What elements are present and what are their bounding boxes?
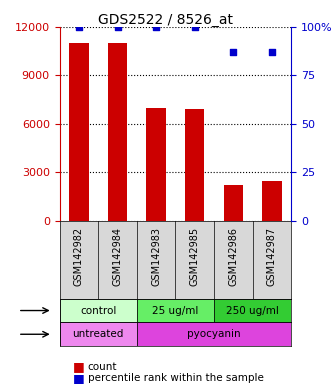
Bar	[69, 43, 88, 221]
FancyBboxPatch shape	[137, 299, 214, 323]
Point	[154, 24, 159, 30]
FancyBboxPatch shape	[214, 299, 291, 323]
Text: ■: ■	[73, 372, 84, 384]
Point	[76, 24, 81, 30]
Text: GSM142987: GSM142987	[267, 227, 277, 286]
Bar	[262, 180, 282, 221]
Text: GSM142985: GSM142985	[190, 227, 200, 286]
Text: control: control	[80, 306, 117, 316]
FancyBboxPatch shape	[60, 299, 137, 323]
Point	[269, 49, 275, 55]
Point	[192, 24, 197, 30]
Text: percentile rank within the sample: percentile rank within the sample	[88, 373, 263, 383]
Text: GSM142986: GSM142986	[228, 227, 238, 286]
Bar	[224, 185, 243, 221]
Text: GSM142984: GSM142984	[113, 227, 122, 286]
FancyBboxPatch shape	[60, 323, 137, 346]
Text: 250 ug/ml: 250 ug/ml	[226, 306, 279, 316]
Text: count: count	[88, 362, 117, 372]
Text: 25 ug/ml: 25 ug/ml	[152, 306, 199, 316]
Text: pyocyanin: pyocyanin	[187, 329, 241, 339]
Text: GSM142983: GSM142983	[151, 227, 161, 286]
Bar	[185, 109, 204, 221]
Bar	[146, 108, 166, 221]
FancyBboxPatch shape	[137, 323, 291, 346]
Point	[115, 24, 120, 30]
Point	[231, 49, 236, 55]
Bar	[108, 43, 127, 221]
Text: GDS2522 / 8526_at: GDS2522 / 8526_at	[98, 13, 233, 27]
Text: GSM142982: GSM142982	[74, 227, 84, 286]
Text: ■: ■	[73, 360, 84, 373]
Text: untreated: untreated	[72, 329, 124, 339]
